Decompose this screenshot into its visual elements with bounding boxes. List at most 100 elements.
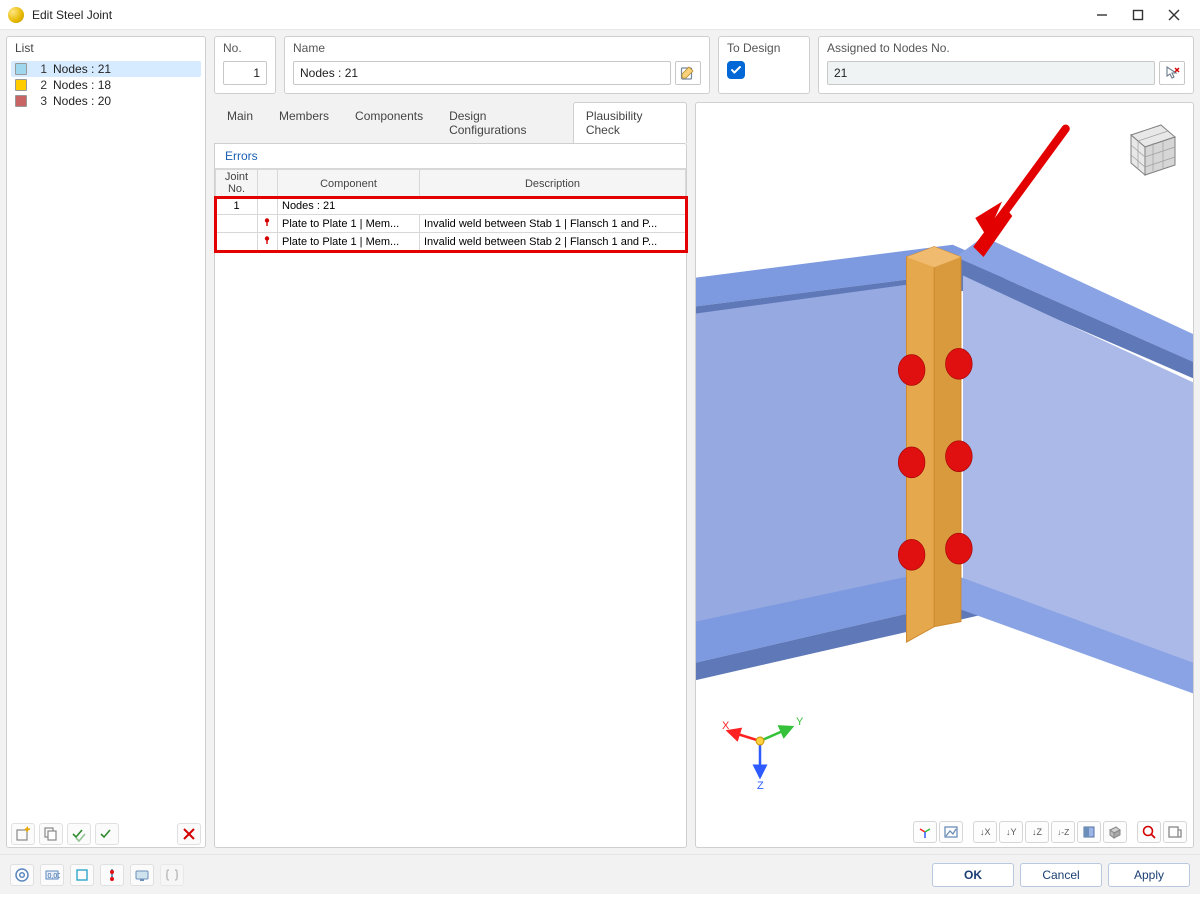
units-button[interactable]: 0,00 <box>40 864 64 886</box>
svg-text:X: X <box>722 720 730 732</box>
list-panel: List 1 Nodes : 21 2 Nodes : 18 3 Nodes :… <box>6 36 206 848</box>
edit-name-button[interactable] <box>675 61 701 85</box>
popout-view-button[interactable] <box>1163 821 1187 843</box>
errors-grid: Joint No. Component Description 1 <box>215 168 686 251</box>
tabs-pane: Main Members Components Design Configura… <box>214 102 687 848</box>
svg-text:0,00: 0,00 <box>48 873 61 880</box>
tab-label: Design Configurations <box>449 109 526 137</box>
no-label: No. <box>223 41 267 55</box>
view-neg-z-button[interactable]: ↓-Z <box>1051 821 1075 843</box>
ok-button[interactable]: OK <box>932 863 1014 887</box>
list-item[interactable]: 1 Nodes : 21 <box>11 61 201 77</box>
window-title: Edit Steel Joint <box>32 8 1084 22</box>
col-icon <box>258 170 278 198</box>
list-item[interactable]: 3 Nodes : 20 <box>11 93 201 109</box>
list-item-number: 2 <box>33 78 47 92</box>
list-item-label: Nodes : 20 <box>53 94 111 108</box>
coordinate-axes-icon: X Y Z <box>714 701 806 793</box>
to-design-checkbox[interactable] <box>727 61 745 79</box>
list-item-number: 1 <box>33 62 47 76</box>
tab-components[interactable]: Components <box>342 102 436 143</box>
titlebar: Edit Steel Joint <box>0 0 1200 30</box>
svg-text:↓-Z: ↓-Z <box>1057 827 1069 837</box>
reset-view-button[interactable] <box>1137 821 1161 843</box>
check-all-button[interactable] <box>67 823 91 845</box>
pick-nodes-button[interactable] <box>1159 61 1185 85</box>
tab-label: Components <box>355 109 423 123</box>
section-button[interactable] <box>1077 821 1101 843</box>
delete-item-button[interactable] <box>177 823 201 845</box>
view-square-button[interactable] <box>70 864 94 886</box>
svg-text:↓Z: ↓Z <box>1032 827 1043 837</box>
dialog-footer: 0,00 OK Cancel Apply <box>0 854 1200 894</box>
script-button[interactable] <box>160 864 184 886</box>
tab-label: Main <box>227 109 253 123</box>
app-icon <box>8 7 24 23</box>
error-row[interactable]: Plate to Plate 1 | Mem... Invalid weld b… <box>216 215 686 233</box>
error-icon <box>258 233 278 251</box>
color-swatch <box>15 79 27 91</box>
color-swatch <box>15 63 27 75</box>
cell-description: Invalid weld between Stab 2 | Flansch 1 … <box>420 233 686 251</box>
display-mode-button[interactable] <box>1103 821 1127 843</box>
view-z-button[interactable]: ↓Z <box>1025 821 1049 843</box>
error-row[interactable]: Plate to Plate 1 | Mem... Invalid weld b… <box>216 233 686 251</box>
uncheck-button[interactable] <box>95 823 119 845</box>
cell-component: Plate to Plate 1 | Mem... <box>278 233 420 251</box>
cell-description: Invalid weld between Stab 1 | Flansch 1 … <box>420 215 686 233</box>
display-settings-button[interactable] <box>130 864 154 886</box>
cancel-button[interactable]: Cancel <box>1020 863 1102 887</box>
list-toolbar <box>7 817 205 847</box>
tab-main[interactable]: Main <box>214 102 266 143</box>
fit-view-button[interactable] <box>939 821 963 843</box>
tab-label: Plausibility Check <box>586 109 643 137</box>
tab-plausibility[interactable]: Plausibility Check <box>573 102 687 143</box>
tabbar: Main Members Components Design Configura… <box>214 102 687 143</box>
minimize-button[interactable] <box>1084 1 1120 29</box>
new-item-button[interactable] <box>11 823 35 845</box>
name-input[interactable] <box>293 61 671 85</box>
nav-cube-icon[interactable] <box>1113 113 1183 183</box>
cell-group-label: Nodes : 21 <box>278 198 686 215</box>
viewport-toolbar: ↓X ↓Y ↓Z ↓-Z <box>913 821 1187 843</box>
svg-text:↓Y: ↓Y <box>1006 827 1017 837</box>
col-component: Component <box>278 170 420 198</box>
no-input[interactable] <box>223 61 267 85</box>
list-item-number: 3 <box>33 94 47 108</box>
error-group-row[interactable]: 1 Nodes : 21 <box>216 198 686 215</box>
list-item-label: Nodes : 18 <box>53 78 111 92</box>
main-area: No. Name To Design <box>214 36 1194 848</box>
tab-label: Members <box>279 109 329 123</box>
close-button[interactable] <box>1156 1 1192 29</box>
svg-text:Y: Y <box>796 716 804 728</box>
view-y-button[interactable]: ↓Y <box>999 821 1023 843</box>
axes-toggle-button[interactable] <box>913 821 937 843</box>
tab-members[interactable]: Members <box>266 102 342 143</box>
list-header: List <box>7 37 205 59</box>
col-description: Description <box>420 170 686 198</box>
assigned-nodes-label: Assigned to Nodes No. <box>827 41 1185 55</box>
errors-title: Errors <box>215 144 686 168</box>
sidebar: List 1 Nodes : 21 2 Nodes : 18 3 Nodes :… <box>6 36 206 848</box>
apply-button[interactable]: Apply <box>1108 863 1190 887</box>
assigned-nodes-input[interactable] <box>827 61 1155 85</box>
color-swatch <box>15 95 27 107</box>
list-item[interactable]: 2 Nodes : 18 <box>11 77 201 93</box>
cell-component: Plate to Plate 1 | Mem... <box>278 215 420 233</box>
col-joint-no: Joint No. <box>216 170 258 198</box>
tab-design-config[interactable]: Design Configurations <box>436 102 573 143</box>
node-select-button[interactable] <box>100 864 124 886</box>
maximize-button[interactable] <box>1120 1 1156 29</box>
name-label: Name <box>293 41 701 55</box>
view-x-button[interactable]: ↓X <box>973 821 997 843</box>
error-icon <box>258 215 278 233</box>
viewport-panel: X Y Z ↓X ↓Y ↓Z ↓-Z <box>695 102 1194 848</box>
list-entries: 1 Nodes : 21 2 Nodes : 18 3 Nodes : 20 <box>7 59 205 817</box>
annotation-arrow-icon <box>973 129 1065 257</box>
help-button[interactable] <box>10 864 34 886</box>
top-fields: No. Name To Design <box>214 36 1194 94</box>
copy-item-button[interactable] <box>39 823 63 845</box>
to-design-label: To Design <box>727 41 801 55</box>
svg-text:↓X: ↓X <box>980 827 991 837</box>
list-item-label: Nodes : 21 <box>53 62 111 76</box>
